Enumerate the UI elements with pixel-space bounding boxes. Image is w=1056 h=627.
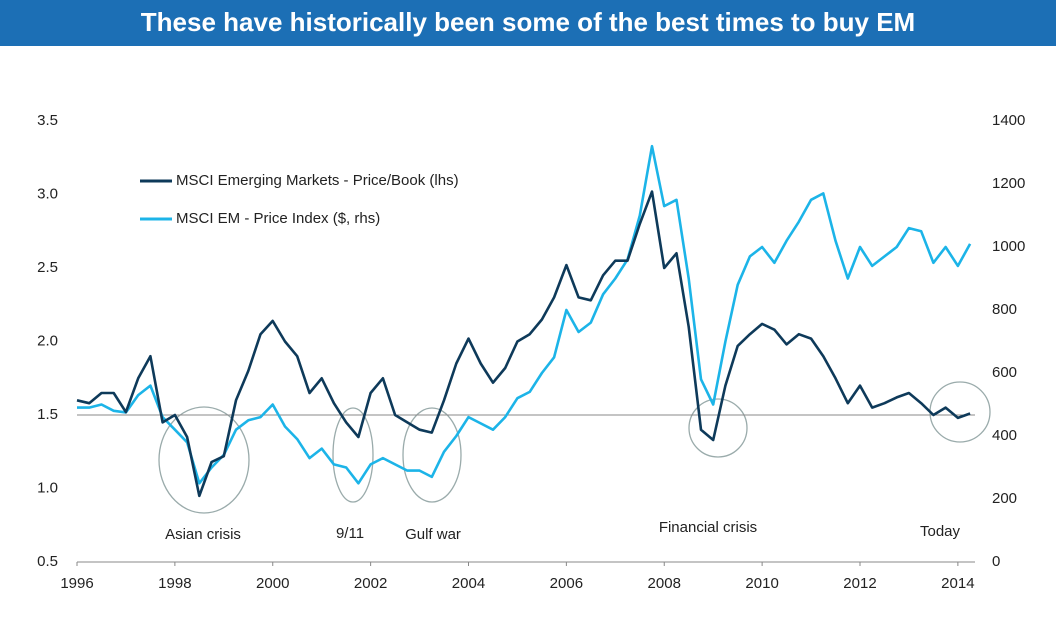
series-line [77, 144, 972, 485]
legend-label: MSCI EM - Price Index ($, rhs) [176, 210, 380, 227]
y-tick-label: 3.0 [37, 185, 58, 202]
y-tick-label: 0.5 [37, 553, 58, 570]
x-tick-label: 2014 [941, 575, 974, 592]
legend-label: MSCI Emerging Markets - Price/Book (lhs) [176, 172, 459, 189]
circle [158, 406, 250, 514]
chart-title: These have historically been some of the… [141, 7, 915, 37]
annotation: Financial crisis [659, 519, 757, 536]
y-tick-label: 1.0 [37, 479, 58, 496]
y2-tick-label: 0 [992, 553, 1000, 570]
x-tick-label: 2000 [256, 575, 289, 592]
highlight-circles [158, 381, 991, 514]
y-tick-label: 2.0 [37, 332, 58, 349]
y2-tick-label: 600 [992, 364, 1017, 381]
y-tick-label: 1.5 [37, 406, 58, 423]
x-tick-label: 2008 [648, 575, 681, 592]
x-tick-label: 1996 [60, 575, 93, 592]
y2-tick-label: 1000 [992, 238, 1025, 255]
circle [332, 407, 374, 503]
title-bar [0, 0, 1056, 46]
y2-tick-label: 800 [992, 301, 1017, 318]
x-tick-label: 2004 [452, 575, 485, 592]
y-tick-label: 2.5 [37, 259, 58, 276]
x-tick-label: 2006 [550, 575, 583, 592]
y-tick-label: 3.5 [37, 112, 58, 129]
circle [402, 407, 462, 503]
x-tick-label: 2012 [843, 575, 876, 592]
x-tick-label: 2002 [354, 575, 387, 592]
y2-tick-label: 1200 [992, 175, 1025, 192]
x-tick-label: 1998 [158, 575, 191, 592]
y2-tick-label: 400 [992, 427, 1017, 444]
y2-tick-label: 200 [992, 490, 1017, 507]
annotation: 9/11 [336, 525, 364, 542]
annotation: Gulf war [405, 526, 461, 543]
y2-tick-label: 1400 [992, 112, 1025, 129]
annotation: Today [920, 523, 961, 540]
annotation: Asian crisis [165, 526, 241, 543]
series-line [76, 190, 971, 498]
x-tick-label: 2010 [745, 575, 778, 592]
circle [688, 398, 748, 458]
